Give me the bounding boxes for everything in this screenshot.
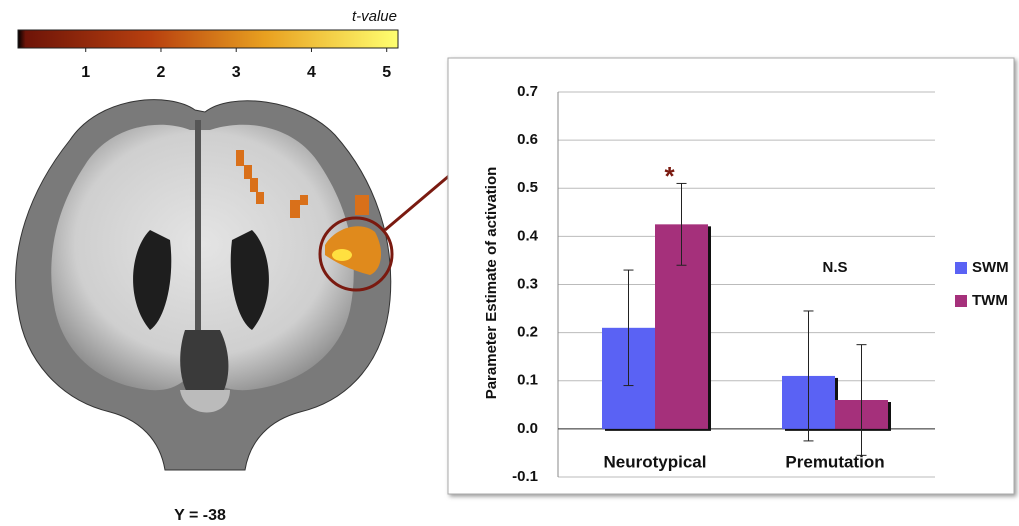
y-tick-label: 0.5	[517, 179, 538, 196]
figure: t-value Y = -38 Parameter Estimate of ac…	[0, 0, 1019, 526]
y-tick-label: 0.7	[517, 83, 538, 100]
x-tick-label: Premutation	[785, 452, 884, 471]
y-tick-label: 0.3	[517, 275, 538, 292]
y-tick-label: 0.6	[517, 131, 538, 148]
y-axis-label: Parameter Estimate of activation	[483, 167, 500, 400]
colorbar-tick-label: 3	[232, 64, 241, 81]
slice-label: Y = -38	[174, 507, 226, 524]
colorbar-tick-label: 4	[307, 64, 316, 81]
colorbar	[18, 30, 398, 48]
y-tick-label: 0.0	[517, 420, 538, 437]
colorbar-tick-label: 5	[382, 64, 391, 81]
brain-image	[16, 100, 450, 470]
legend-swatch	[955, 262, 967, 274]
colorbar-tick-label: 2	[157, 64, 166, 81]
colorbar-label: t-value	[352, 8, 397, 25]
y-tick-label: -0.1	[512, 468, 538, 485]
legend-swatch	[955, 295, 967, 307]
y-tick-label: 0.1	[517, 372, 538, 389]
significance-mark: *	[664, 161, 675, 191]
legend-label: TWM	[972, 292, 1008, 309]
significance-mark: N.S	[822, 259, 847, 276]
y-tick-label: 0.4	[517, 227, 539, 244]
colorbar-tick-label: 1	[81, 64, 90, 81]
x-tick-label: Neurotypical	[604, 452, 707, 471]
legend-label: SWM	[972, 259, 1009, 276]
y-tick-label: 0.2	[517, 324, 538, 341]
